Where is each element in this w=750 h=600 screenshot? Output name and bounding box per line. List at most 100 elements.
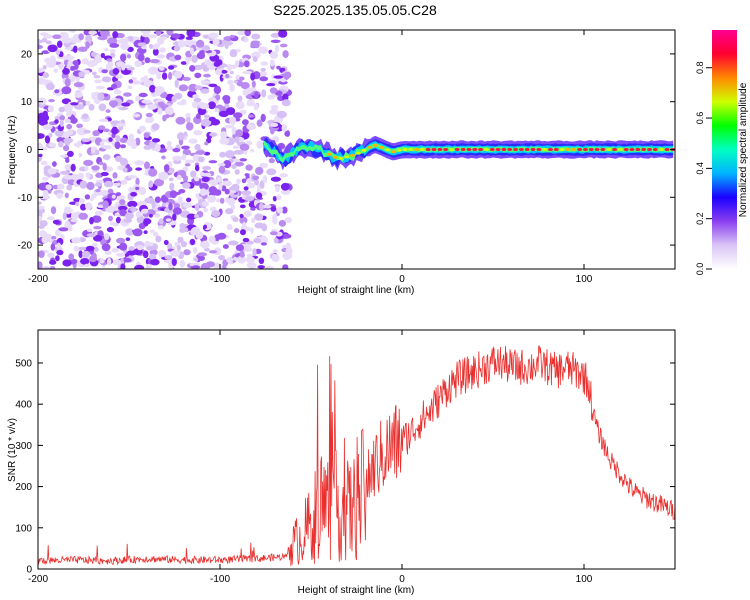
spectrogram-noise-cell: [114, 141, 121, 150]
spectrogram-noise-cell: [253, 103, 259, 111]
spectrogram-noise-cell: [73, 245, 80, 252]
spectrogram-noise-cell: [70, 174, 81, 181]
spectrogram-noise-cell: [183, 249, 191, 256]
spectrogram-peak-cell: [641, 148, 647, 151]
spectrogram-noise-cell: [176, 132, 185, 141]
spectrogram-noise-cell: [45, 40, 52, 45]
figure-title: S225.2025.135.05.05.C28: [273, 2, 437, 18]
spectrogram-noise-cell: [280, 188, 291, 195]
spectrogram-noise-cell: [161, 155, 166, 160]
spectrogram-noise-cell: [230, 204, 236, 210]
x-tick-label: 100: [576, 274, 593, 285]
spectrogram-noise-cell: [249, 227, 254, 234]
spectrogram-noise-cell: [241, 190, 252, 196]
spectrogram-noise-cell: [270, 104, 279, 110]
spectrogram-noise-cell: [104, 250, 112, 256]
spectrogram-noise-cell: [137, 42, 147, 47]
spectrogram-noise-cell: [63, 134, 70, 138]
snr-x-axis-label: Height of straight line (km): [298, 585, 415, 596]
spectrogram-noise-cell: [131, 80, 142, 85]
spectrogram-noise-cell: [41, 50, 50, 55]
spectrogram-peak-cell: [449, 148, 454, 151]
spectrogram-peak-cell: [623, 148, 629, 151]
spectrogram-peak-cell: [501, 148, 507, 151]
spectrogram-noise-cell: [120, 53, 127, 62]
spectrogram-noise-cell: [140, 208, 149, 214]
spectrogram-noise-cell: [174, 79, 179, 88]
spectrogram-noise-cell: [172, 155, 183, 161]
spectrogram-noise-cell: [50, 243, 56, 251]
spectrogram-noise-cell: [109, 48, 116, 54]
spectrogram-noise-cell: [64, 55, 75, 61]
spectrogram-noise-cell: [76, 123, 83, 129]
spectrogram-noise-cell: [138, 92, 148, 98]
spectrogram-noise-cell: [130, 206, 137, 213]
spectrogram-noise-cell: [38, 153, 43, 158]
spectrogram-noise-cell: [113, 89, 122, 95]
spectrogram-noise-cell: [259, 162, 268, 169]
spectrogram-noise-cell: [155, 30, 162, 36]
spectrogram-noise-cell: [81, 250, 91, 258]
spectrogram-noise-cell: [174, 54, 182, 61]
spectrogram-noise-cell: [108, 61, 114, 67]
spectrogram-noise-cell: [200, 263, 210, 269]
spectrogram-noise-cell: [84, 165, 89, 172]
spectrogram-noise-cell: [270, 127, 275, 135]
spectrogram-noise-cell: [158, 218, 164, 225]
spectrogram-noise-cell: [80, 258, 90, 265]
spectrogram-noise-cell: [168, 65, 175, 70]
spectrogram-noise-cell: [59, 119, 64, 128]
spectrogram-noise-cell: [89, 255, 97, 263]
spectrogram-noise-cell: [47, 44, 58, 53]
spectrogram-noise-cell: [120, 144, 126, 149]
spectrogram-noise-cell: [204, 141, 209, 146]
spectrogram-noise-cell: [148, 168, 158, 177]
spectrogram-noise-cell: [142, 218, 152, 225]
spectrogram-noise-cell: [191, 54, 198, 63]
spectrogram-noise-cell: [118, 205, 128, 211]
spectrogram-noise-cell: [195, 193, 200, 199]
spectrogram-noise-cell: [270, 176, 281, 182]
spectrogram-noise-cell: [85, 202, 93, 210]
spectrogram-peak-cell: [612, 148, 617, 151]
spectrogram-noise-cell: [65, 208, 71, 215]
spectrogram-noise-cell: [105, 109, 111, 113]
x-tick-label: -100: [210, 574, 230, 585]
spectrogram-noise-cell: [278, 30, 288, 38]
spectrogram-noise-cell: [186, 30, 196, 38]
spectrogram-noise-cell: [112, 31, 119, 39]
spectrogram-noise-cell: [270, 39, 281, 43]
spectrogram-noise-cell: [76, 127, 87, 136]
spectrogram-noise-cell: [38, 97, 47, 105]
spectrogram-noise-cell: [281, 124, 288, 132]
spectrogram-noise-cell: [101, 243, 111, 252]
spectrogram-peak-cell: [606, 148, 612, 151]
spectrogram-noise-cell: [154, 212, 161, 218]
spectrogram-noise-cell: [266, 83, 276, 87]
spectrogram-noise-cell: [102, 145, 112, 150]
spectrogram-noise-cell: [50, 206, 57, 215]
spectrogram-noise-cell: [94, 149, 100, 156]
spectrogram-noise-cell: [202, 45, 211, 52]
spectrogram-noise-cell: [203, 207, 208, 213]
spectrogram-noise-cell: [121, 102, 131, 107]
spectrogram-noise-cell: [84, 194, 91, 200]
spectrogram-noise-cell: [258, 202, 264, 211]
spectrogram-noise-cell: [213, 85, 222, 95]
spectrogram-noise-cell: [266, 168, 277, 176]
spectrogram-noise-cell: [68, 253, 74, 261]
spectrogram-noise-cell: [42, 72, 49, 79]
spectrogram-noise-cell: [281, 99, 291, 107]
spectrogram-peak-cell: [390, 150, 396, 154]
spectrogram-noise-cell: [85, 245, 95, 251]
spectrogram-noise-cell: [244, 210, 252, 217]
spectrogram-noise-cell: [279, 67, 286, 72]
spectrogram-noise-cell: [269, 231, 278, 236]
spectrogram-noise-cell: [193, 247, 198, 254]
spectrogram-peak-cell: [402, 148, 408, 151]
spectrogram-noise-cell: [250, 72, 256, 81]
spectrogram-noise-cell: [38, 77, 46, 85]
spectrogram-noise-cell: [99, 161, 104, 166]
spectrogram-noise-cell: [110, 206, 120, 211]
